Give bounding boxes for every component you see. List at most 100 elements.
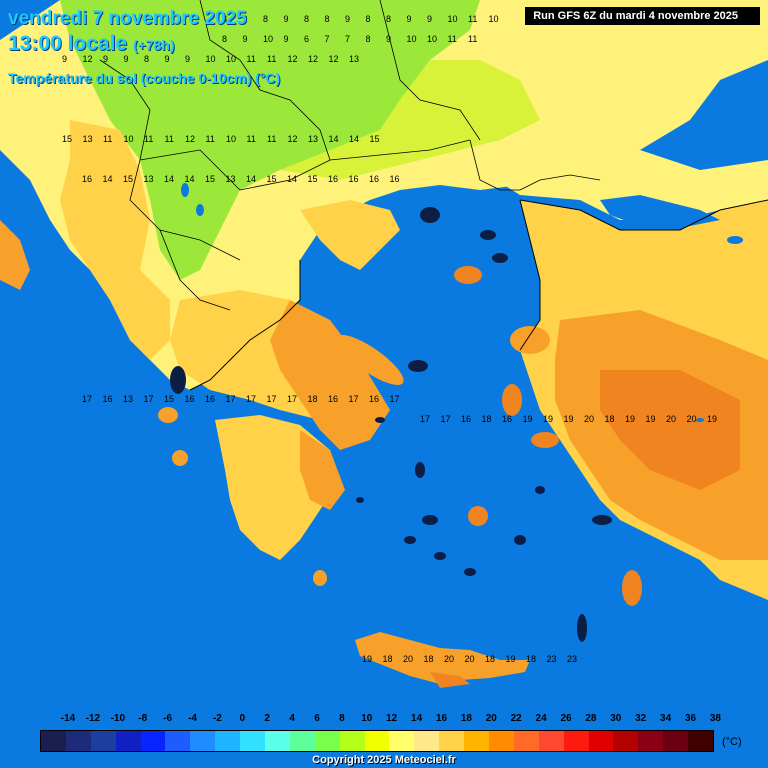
country-borders xyxy=(99,0,601,311)
lake-tuz xyxy=(727,236,743,244)
island-lemnos xyxy=(454,266,482,284)
legend-tick-label: 38 xyxy=(709,713,721,724)
landmass-peloponnese-east xyxy=(300,430,345,510)
grid-value: 18 xyxy=(605,414,615,424)
grid-value: 9 xyxy=(386,34,391,44)
legend-tick-label: 26 xyxy=(560,713,572,724)
grid-value: 16 xyxy=(328,174,338,184)
grid-value: 10 xyxy=(448,14,458,24)
grid-value: 10 xyxy=(124,134,134,144)
legend-swatch xyxy=(364,731,390,751)
grid-value: 19 xyxy=(543,414,553,424)
grid-value: 10 xyxy=(407,34,417,44)
grid-value: 8 xyxy=(263,14,268,24)
grid-value: 16 xyxy=(185,394,195,404)
island-cyclades-2 xyxy=(404,536,416,544)
grid-value: 19 xyxy=(362,654,372,664)
grid-value: 9 xyxy=(243,34,248,44)
legend-tick-label: 8 xyxy=(339,713,345,724)
legend-tick-label: 20 xyxy=(485,713,497,724)
landmass-chalkidiki xyxy=(300,200,400,270)
grid-value: 19 xyxy=(564,414,574,424)
grid-value: 14 xyxy=(164,174,174,184)
grid-value: 10 xyxy=(263,34,273,44)
landmass-anatolia-deep xyxy=(600,370,740,490)
grid-value: 10 xyxy=(427,34,437,44)
legend-tick-label: -6 xyxy=(163,713,173,724)
landmass-green xyxy=(60,0,480,280)
grid-value: 13 xyxy=(83,134,93,144)
grid-value: 15 xyxy=(370,134,380,144)
island-kefalonia xyxy=(158,407,178,423)
legend-swatch xyxy=(165,731,191,751)
legend-swatch xyxy=(513,731,539,751)
legend-swatch xyxy=(538,731,564,751)
sea-of-marmara xyxy=(600,195,720,228)
grid-value: 10 xyxy=(206,54,216,64)
legend-swatch xyxy=(265,731,290,751)
grid-value: 9 xyxy=(103,54,108,64)
legend-tick-label: 12 xyxy=(386,713,398,724)
island-zakynthos xyxy=(172,450,188,466)
grid-value: 18 xyxy=(526,654,536,664)
legend-tick-label: -8 xyxy=(138,713,148,724)
copyright: Copyright 2025 Meteociel.fr xyxy=(312,754,456,766)
grid-value: 9 xyxy=(62,54,67,64)
grid-value: 9 xyxy=(165,54,170,64)
grid-value: 15 xyxy=(308,174,318,184)
grid-value: 10 xyxy=(226,134,236,144)
legend-swatch xyxy=(90,731,116,751)
grid-value: 20 xyxy=(666,414,676,424)
legend-swatch xyxy=(190,731,216,751)
grid-value: 16 xyxy=(502,414,512,424)
grid-value: 19 xyxy=(506,654,516,664)
grid-value: 17 xyxy=(144,394,154,404)
island-imbros xyxy=(492,253,508,263)
legend-swatch xyxy=(140,731,166,751)
grid-value: 17 xyxy=(82,394,92,404)
legend-tick-label: 18 xyxy=(460,713,472,724)
island-skyros xyxy=(408,360,428,372)
legend-tick-label: 2 xyxy=(264,713,270,724)
grid-value: 17 xyxy=(226,394,236,404)
legend-swatch xyxy=(389,731,415,751)
grid-value: 17 xyxy=(267,394,277,404)
grid-value: 9 xyxy=(427,14,432,24)
legend-swatch xyxy=(563,731,589,751)
grid-value: 16 xyxy=(369,394,379,404)
legend-tick-label: 10 xyxy=(361,713,373,724)
grid-value: 14 xyxy=(185,174,195,184)
grid-value: 9 xyxy=(243,14,248,24)
grid-value: 8 xyxy=(222,14,227,24)
island-rhodes xyxy=(622,570,642,606)
legend-swatch xyxy=(588,731,614,751)
grid-value: 11 xyxy=(103,134,112,144)
grid-value: 14 xyxy=(103,174,113,184)
forecast-date: vendredi 7 novembre 2025 xyxy=(8,8,247,29)
legend-tick-label: 14 xyxy=(411,713,423,724)
grid-value: 23 xyxy=(567,654,577,664)
legend-swatch xyxy=(289,731,315,751)
legend-swatch xyxy=(439,731,465,751)
legend-swatch xyxy=(638,731,664,751)
grid-value: 8 xyxy=(304,14,309,24)
grid-value: 9 xyxy=(345,14,350,24)
island-corfu xyxy=(170,366,186,394)
grid-value: 15 xyxy=(267,174,277,184)
grid-value: 13 xyxy=(226,174,236,184)
grid-value: 20 xyxy=(403,654,413,664)
legend-tick-label: 30 xyxy=(610,713,622,724)
island-evia xyxy=(336,335,404,385)
lake-ohrid xyxy=(181,183,189,197)
grid-value: 11 xyxy=(448,34,457,44)
landmass-thrace xyxy=(480,150,768,220)
grid-value: 16 xyxy=(103,394,113,404)
grid-value: 17 xyxy=(287,394,297,404)
forecast-time: 13:00 locale (+78h) xyxy=(8,32,175,56)
legend-tick-label: 28 xyxy=(585,713,597,724)
grid-value: 20 xyxy=(465,654,475,664)
legend-tick-label: 16 xyxy=(435,713,448,724)
legend-tick-label: 22 xyxy=(510,713,522,724)
island-kythira xyxy=(313,570,327,586)
grid-value: 18 xyxy=(485,654,495,664)
